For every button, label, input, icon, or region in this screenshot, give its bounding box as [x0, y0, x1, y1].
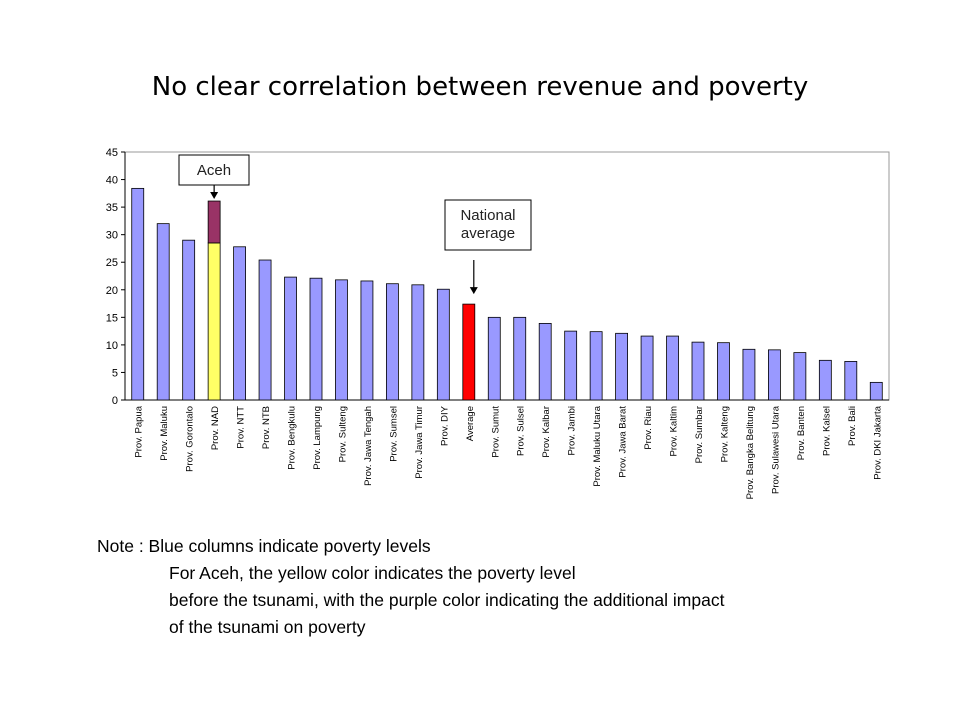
bar — [335, 279, 348, 401]
bar — [615, 332, 628, 401]
x-tick-label: Prov. Bangka Belitung — [745, 406, 756, 499]
y-tick-label: 35 — [106, 202, 118, 214]
callout-box — [444, 199, 532, 251]
y-tick-label: 10 — [106, 340, 118, 352]
x-tick-label: Prov. Sumsel — [388, 406, 399, 462]
bar-nad-before-tsunami — [207, 242, 221, 401]
x-tick-label: Prov. Jawa Timur — [414, 406, 425, 479]
bar — [513, 316, 527, 401]
x-tick-label: Prov. Maluku Utara — [592, 405, 603, 486]
x-tick-label: Prov. Lampung — [312, 406, 323, 470]
x-tick-label: Prov. Sulawesi Utara — [770, 405, 781, 494]
x-tick-label: Prov. Kalteng — [719, 406, 730, 462]
bar-chart: 0 5 10 15 20 25 30 35 40 45 Prov. Papua Prov. Malu… — [106, 147, 890, 499]
y-tick-label: 5 — [112, 367, 118, 379]
callout-label: National — [460, 207, 515, 224]
x-tick-label: Prov. Sumut — [490, 406, 501, 458]
bar-average — [462, 303, 476, 401]
x-tick-label: Prov. Jambi — [567, 406, 578, 455]
bar — [589, 331, 603, 401]
bar — [793, 352, 807, 401]
bar — [233, 246, 247, 401]
note-line-2: For Aceh, the yellow color indicates the… — [169, 563, 576, 583]
callout-label: Aceh — [197, 162, 231, 179]
bar — [768, 349, 781, 401]
x-tick-label: Prov. Bengkulu — [287, 406, 298, 470]
x-tick-label: Average — [465, 406, 476, 441]
note-line-4: of the tsunami on poverty — [169, 617, 366, 637]
bar — [258, 259, 272, 401]
plot-area — [124, 151, 890, 401]
callout-label: average — [461, 225, 515, 242]
arrowhead — [469, 287, 478, 295]
x-tick-label: Prov. Sulsel — [516, 406, 527, 456]
y-tick-label: 0 — [112, 395, 118, 407]
note-line-1: Note : Blue columns indicate poverty lev… — [97, 536, 431, 556]
bar — [309, 277, 323, 401]
y-tick-label: 45 — [106, 147, 118, 159]
x-tick-label: Prov. Kaltim — [669, 406, 680, 457]
bar — [818, 359, 832, 401]
bar — [717, 342, 730, 401]
bar — [436, 288, 450, 401]
x-tick-labels: Prov. Papua Prov. Maluku Prov. Gorontalo Pr… — [134, 405, 884, 499]
x-tick-label: Prov. Sumbar — [694, 406, 705, 463]
bar — [385, 283, 399, 401]
x-tick-label: Prov. Banten — [796, 406, 807, 460]
x-tick-label: Prov. Jawa Tengah — [363, 406, 374, 486]
x-tick-label: Prov. DKI Jakarta — [872, 405, 883, 479]
bar — [742, 348, 756, 401]
x-tick-label: Prov. Sulteng — [337, 406, 348, 462]
y-tick-labels: 0 5 10 15 20 25 30 35 40 45 — [106, 147, 118, 407]
bar — [640, 335, 654, 401]
bar — [564, 330, 578, 401]
y-tick-label: 25 — [106, 257, 118, 269]
x-tick-label: Prov. Riau — [643, 406, 654, 450]
x-tick-label: Prov. DIY — [439, 405, 450, 446]
x-tick-label: Prov. Kalbar — [541, 406, 552, 458]
bar-nad-tsunami-impact — [207, 200, 221, 244]
y-tick-label: 40 — [106, 175, 118, 187]
bar — [284, 276, 297, 401]
bar — [691, 341, 705, 401]
bar — [869, 381, 883, 401]
x-tick-label: Prov. Maluku — [159, 406, 170, 461]
x-tick-label: Prov. Bali — [847, 406, 858, 446]
y-tick-label: 20 — [106, 285, 118, 297]
callout-prov-nad: Aceh — [178, 154, 250, 200]
y-tick-label: 30 — [106, 230, 118, 242]
bar — [156, 223, 170, 401]
x-tick-label: Prov. Kalsel — [821, 406, 832, 456]
x-tick-label: Prov. Papua — [134, 405, 145, 457]
x-tick-label: Prov. NTT — [236, 406, 247, 449]
x-tick-label: Prov. Jawa Barat — [618, 406, 629, 478]
bar — [538, 322, 552, 401]
bars — [131, 187, 883, 401]
x-tick-label: Prov. NAD — [210, 406, 221, 450]
x-tick-label: Prov. NTB — [261, 406, 272, 449]
note-line-3: before the tsunami, with the purple colo… — [169, 590, 725, 610]
bar — [360, 280, 374, 401]
bar — [487, 316, 501, 401]
bar — [182, 239, 196, 401]
axes — [121, 151, 890, 401]
bar — [844, 361, 858, 401]
bar — [411, 284, 425, 401]
slide-title: No clear correlation between revenue and… — [151, 72, 809, 102]
bar — [666, 335, 679, 401]
callout-box — [178, 154, 250, 186]
y-tick-label: 15 — [106, 312, 118, 324]
x-tick-label: Prov. Gorontalo — [185, 406, 196, 472]
arrowhead — [210, 192, 219, 200]
bar — [131, 187, 145, 401]
